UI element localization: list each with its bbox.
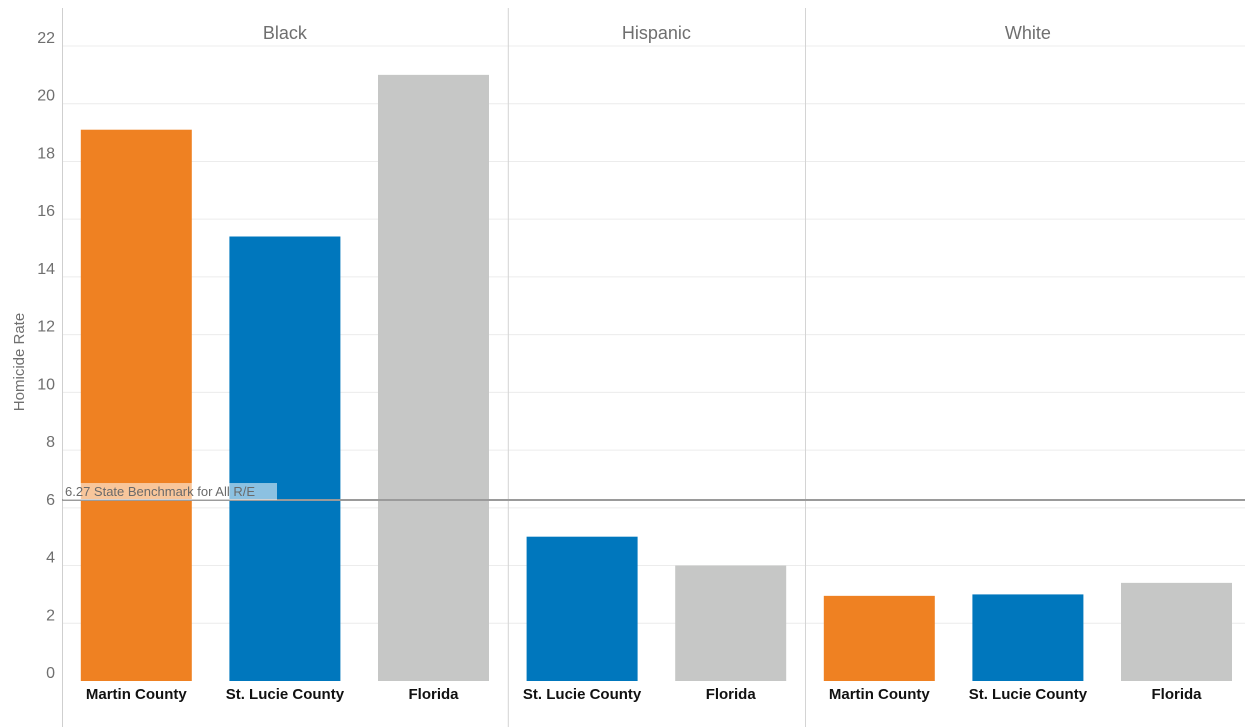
panel-title-black: Black [263, 23, 308, 43]
bar-black-st-lucie-county [229, 236, 341, 681]
labels: Black Martin County St. Lucie County Florid… [86, 23, 1202, 703]
category-label: Florida [1151, 686, 1202, 703]
y-tick-label: 14 [37, 261, 55, 278]
category-label: Martin County [829, 686, 930, 703]
bar-hispanic-st-lucie-county [526, 536, 638, 681]
category-label: St. Lucie County [226, 686, 345, 703]
y-tick-label: 20 [37, 88, 55, 105]
bar-white-st-lucie-county [972, 594, 1084, 681]
bar-white-martin-county [823, 595, 935, 681]
y-tick-label: 0 [46, 665, 55, 682]
y-tick-label: 12 [37, 319, 55, 336]
bar-hispanic-florida [675, 565, 787, 681]
y-axis-title: Homicide Rate [11, 313, 28, 411]
bar-black-martin-county [80, 129, 192, 682]
category-label: Martin County [86, 686, 187, 703]
bar-white-florida [1121, 582, 1232, 681]
reference-line-group: 6.27 State Benchmark for All R/E [62, 483, 1245, 502]
category-label: Florida [706, 686, 757, 703]
y-tick-label: 6 [46, 492, 55, 509]
reference-line-label: 6.27 State Benchmark for All R/E [65, 484, 255, 499]
bars [80, 74, 1232, 682]
y-tick-label: 2 [46, 607, 55, 624]
panel-title-white: White [1005, 23, 1051, 43]
reference-label-background [63, 483, 277, 501]
category-label: St. Lucie County [523, 686, 642, 703]
category-label: St. Lucie County [969, 686, 1088, 703]
y-tick-label: 16 [37, 203, 55, 220]
panel-dividers [62, 8, 806, 727]
y-axis: 0 2 4 6 8 10 12 14 16 18 20 22 Homicide Rate [11, 30, 55, 682]
y-tick-label: 18 [37, 145, 55, 162]
panel-title-hispanic: Hispanic [622, 23, 691, 43]
y-tick-label: 4 [46, 550, 55, 567]
bar-black-florida [378, 74, 489, 681]
y-tick-label: 8 [46, 434, 55, 451]
y-tick-label: 10 [37, 376, 55, 393]
category-label: Florida [408, 686, 459, 703]
y-tick-label: 22 [37, 30, 55, 47]
